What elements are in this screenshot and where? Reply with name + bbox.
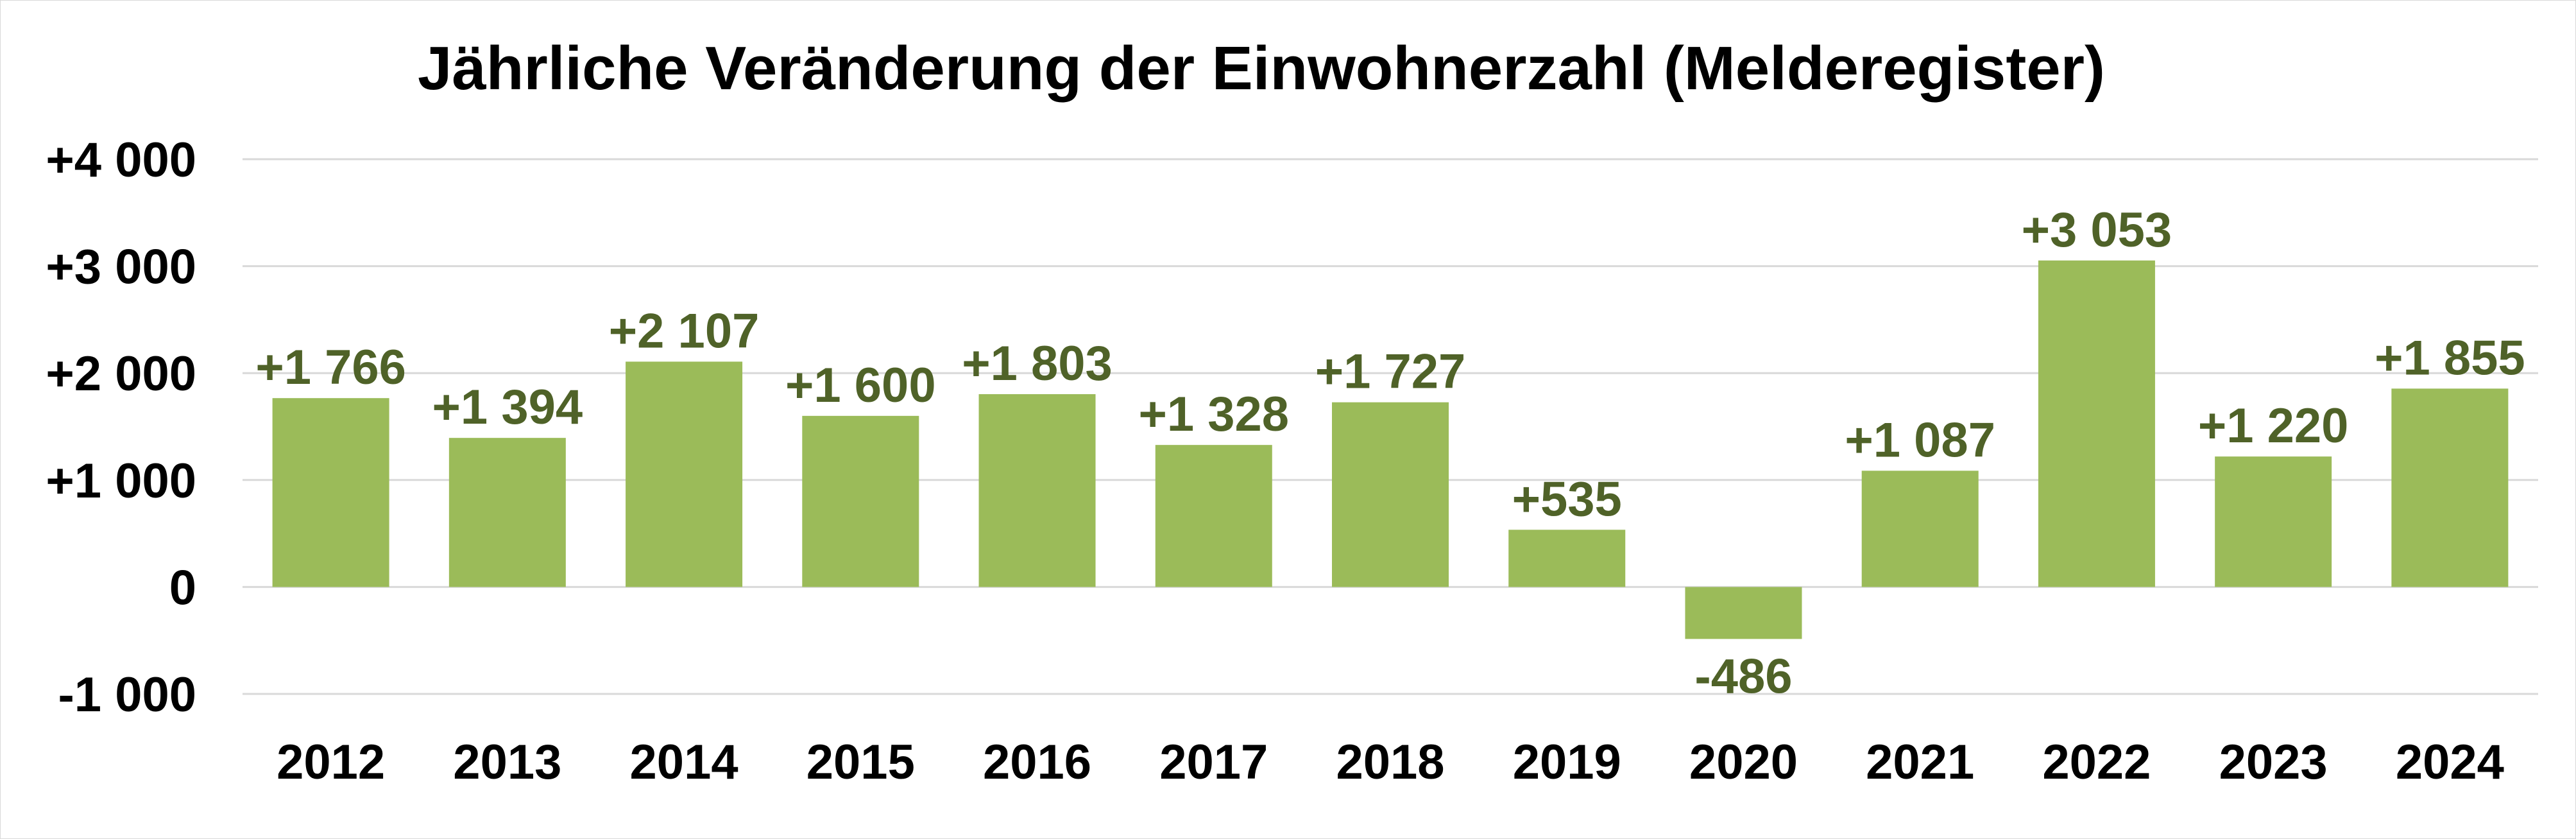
y-tick-label: 0 xyxy=(169,560,196,615)
bar xyxy=(2391,388,2509,587)
bar xyxy=(272,398,389,587)
bar xyxy=(626,361,743,587)
data-label: +1 766 xyxy=(255,340,406,395)
bar xyxy=(1685,587,1802,639)
x-tick-label: 2015 xyxy=(806,735,915,790)
data-label: +1 600 xyxy=(785,358,936,413)
x-tick-label: 2017 xyxy=(1159,735,1268,790)
x-tick-label: 2023 xyxy=(2219,735,2328,790)
y-axis-tick-labels: -1 000 0 +1 000 +2 000 +3 000 +4 000 xyxy=(46,133,196,722)
bars xyxy=(272,260,2509,639)
x-tick-label: 2024 xyxy=(2396,735,2504,790)
data-label: +535 xyxy=(1512,472,1622,526)
y-tick-label: +4 000 xyxy=(46,133,196,187)
chart-title: Jährliche Veränderung der Einwohnerzahl … xyxy=(418,34,2105,103)
bar xyxy=(2038,260,2155,587)
x-tick-label: 2022 xyxy=(2042,735,2151,790)
x-tick-label: 2012 xyxy=(277,735,385,790)
bar xyxy=(448,438,566,587)
y-tick-label: +2 000 xyxy=(46,347,196,401)
data-label: -486 xyxy=(1694,649,1792,704)
bar xyxy=(2215,456,2332,587)
x-tick-label: 2014 xyxy=(630,735,738,790)
data-label: +1 087 xyxy=(1845,413,1995,467)
bar xyxy=(802,415,919,587)
bar xyxy=(978,394,1096,587)
x-tick-label: 2013 xyxy=(453,735,561,790)
bar xyxy=(1155,445,1272,587)
x-tick-label: 2021 xyxy=(1866,735,1974,790)
bar xyxy=(1508,530,1626,587)
data-label: +1 328 xyxy=(1138,387,1289,442)
data-label: +1 855 xyxy=(2375,331,2525,385)
data-labels: +1 766 +1 394 +2 107 +1 600 +1 803 +1 328 +1 7… xyxy=(255,203,2525,704)
data-label: +1 394 xyxy=(432,380,583,435)
y-tick-label: -1 000 xyxy=(58,668,197,722)
data-label: +1 220 xyxy=(2198,399,2349,453)
y-tick-label: +3 000 xyxy=(46,240,196,295)
x-tick-label: 2019 xyxy=(1513,735,1621,790)
data-label: +1 727 xyxy=(1315,345,1466,399)
bar xyxy=(1332,402,1449,587)
y-tick-label: +1 000 xyxy=(46,454,196,508)
data-label: +2 107 xyxy=(609,304,760,358)
x-axis-tick-labels: 2012 2013 2014 2015 2016 2017 2018 2019 2020 2021… xyxy=(277,735,2504,790)
x-tick-label: 2020 xyxy=(1689,735,1798,790)
data-label: +1 803 xyxy=(962,336,1113,391)
bar xyxy=(1861,471,1979,587)
x-tick-label: 2018 xyxy=(1336,735,1444,790)
data-label: +3 053 xyxy=(2022,203,2172,257)
x-tick-label: 2016 xyxy=(983,735,1091,790)
